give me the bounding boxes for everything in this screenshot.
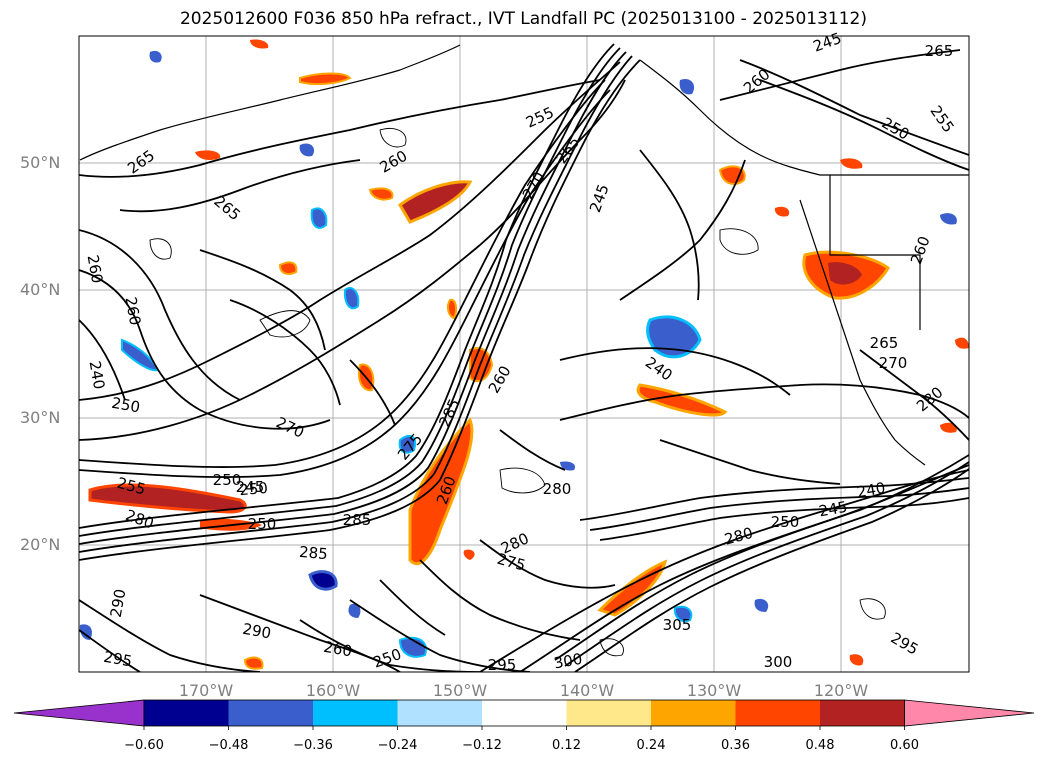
lat-label-30n: 30°N	[20, 408, 61, 427]
lat-label-40n: 40°N	[20, 280, 61, 299]
contour-label: 265	[925, 42, 954, 60]
colorbar-tick-label: −0.24	[377, 738, 418, 753]
contour-label: 295	[102, 648, 133, 671]
colorbar-swatch	[735, 700, 820, 726]
colorbar-tick-label: 0.12	[552, 738, 581, 753]
contour-label: 250	[771, 513, 800, 531]
colorbar-swatch	[313, 700, 398, 726]
contour-label: 280	[543, 480, 572, 498]
colorbar-swatch	[397, 700, 482, 726]
colorbar-tick-label: 0.60	[890, 738, 919, 753]
contour-label: 245	[817, 498, 848, 521]
contour-label: 305	[663, 616, 692, 634]
contour-label: 250	[248, 515, 277, 533]
colorbar-swatch	[566, 700, 651, 726]
contour-label: 250	[110, 394, 141, 417]
colorbar-tick-label: 0.24	[636, 738, 666, 753]
colorbar	[13, 699, 1035, 730]
colorbar-tick-label: 0.36	[721, 738, 750, 753]
lon-label-160w: 160°W	[305, 681, 361, 700]
gridlines	[79, 36, 969, 672]
lon-label-150w: 150°W	[432, 681, 488, 700]
contour-label: 300	[764, 653, 793, 671]
map-title: 2025012600 F036 850 hPa refract., IVT La…	[179, 9, 867, 29]
colorbar-tick-label: −0.12	[462, 738, 502, 753]
contour-label: 260	[322, 638, 353, 661]
contour-label: 290	[241, 620, 272, 643]
contour-label: 265	[870, 334, 899, 352]
colorbar-tick-label: −0.60	[124, 738, 164, 753]
colorbar-swatch	[651, 700, 736, 726]
lat-label-50n: 50°N	[20, 153, 61, 172]
contour-label: 260	[122, 295, 145, 326]
contour-label: 295	[488, 656, 517, 674]
contour-lines	[79, 43, 969, 672]
coastlines	[79, 44, 969, 466]
plot-frame	[78, 35, 970, 673]
colorbar-extend-high	[904, 699, 1035, 727]
contour-label: 300	[552, 650, 583, 673]
colorbar-swatch	[820, 700, 905, 726]
contour-label: 260	[84, 253, 107, 284]
lon-label-140w: 140°W	[559, 681, 615, 700]
colorbar-swatch	[144, 700, 229, 726]
lon-label-130w: 130°W	[686, 681, 742, 700]
colorbar-extend-low	[13, 699, 145, 727]
contour-label: 285	[298, 543, 328, 563]
colorbar-swatch	[482, 700, 567, 726]
colorbar-tick-label: 0.48	[805, 738, 835, 753]
contour-label: 285	[343, 511, 372, 529]
thin-outlines	[149, 127, 886, 657]
colorbar-tick-label: −0.36	[293, 738, 333, 753]
contour-label: 250	[213, 471, 242, 489]
contour-label: 290	[107, 587, 130, 618]
colorbar-swatch	[228, 700, 313, 726]
contour-label: 240	[86, 359, 109, 390]
colorbar-tick-label: −0.48	[208, 738, 249, 753]
lon-label-120w: 120°W	[813, 681, 869, 700]
contour-label: 250	[239, 479, 269, 499]
contour-label: 270	[879, 354, 908, 372]
lat-label-20n: 20°N	[20, 535, 61, 554]
contour-label: 245	[236, 478, 265, 496]
plot-area	[79, 36, 969, 672]
contour-label: 240	[855, 479, 886, 502]
lon-label-170w: 170°W	[178, 681, 234, 700]
